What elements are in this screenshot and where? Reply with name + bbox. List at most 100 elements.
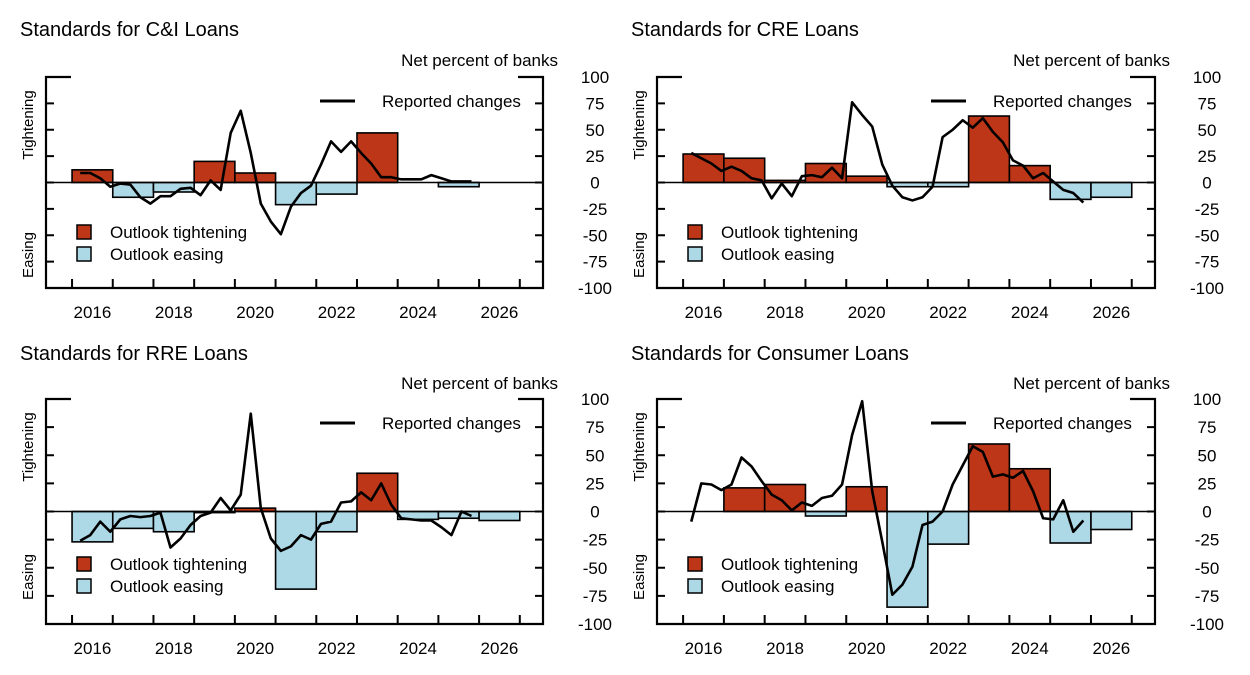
legend-tightening-swatch (76, 224, 92, 240)
y-tick-label: 25 (586, 474, 605, 493)
legend: Reported changes Outlook tightening Outloo… (76, 414, 521, 596)
x-tick-label: 2020 (236, 639, 274, 658)
chart-title: Standards for Consumer Loans (631, 343, 909, 365)
chart-panel-2: Standards for RRE Loans Net percent of ba… (20, 343, 612, 658)
legend-tightening-swatch (76, 556, 92, 572)
y-tick-label: 75 (586, 418, 605, 437)
y-tick-label: 0 (590, 503, 599, 522)
legend-outlook-tightening: Outlook tightening (721, 223, 858, 242)
legend: Reported changes Outlook tightening Outloo… (687, 92, 1132, 264)
x-tick-label: 2016 (73, 303, 111, 322)
x-tick-label: 2018 (766, 303, 804, 322)
x-tick-label: 2024 (399, 303, 437, 322)
x-tick-label: 2020 (236, 303, 274, 322)
y-tick-label: -50 (583, 226, 608, 245)
x-tick-label: 2018 (155, 639, 193, 658)
y-tick-label: 100 (1193, 390, 1221, 409)
bar-outlook-tightening (967, 443, 1011, 513)
legend-outlook-tightening: Outlook tightening (110, 555, 247, 574)
reported-changes-line (690, 399, 1085, 597)
legend-reported-changes: Reported changes (993, 414, 1132, 433)
y-tick-label: 75 (1198, 418, 1217, 437)
x-tick-label: 2024 (1011, 303, 1049, 322)
legend-outlook-easing: Outlook easing (721, 245, 834, 264)
reported-changes-line (690, 101, 1085, 204)
bar-outlook-tightening (356, 132, 399, 184)
legend-tightening-swatch (687, 224, 703, 240)
y-tick-label: -50 (1195, 226, 1220, 245)
legend-reported-changes: Reported changes (382, 92, 521, 111)
bar-outlook-easing (315, 510, 358, 533)
tightening-label: Tightening (631, 90, 648, 160)
legend-outlook-tightening: Outlook tightening (110, 223, 247, 242)
legend: Reported changes Outlook tightening Outloo… (687, 414, 1132, 596)
bar-outlook-easing (315, 181, 358, 195)
y-tick-label: 50 (1198, 446, 1217, 465)
bar-outlook-tightening (763, 483, 807, 513)
legend-outlook-tightening: Outlook tightening (721, 555, 858, 574)
y-axis-label: Net percent of banks (401, 374, 558, 393)
x-tick-label: 2026 (481, 639, 519, 658)
x-tick-label: 2018 (155, 303, 193, 322)
y-tick-label: 50 (1198, 121, 1217, 140)
y-axis-label: Net percent of banks (1013, 51, 1170, 70)
x-tick-label: 2026 (1092, 639, 1130, 658)
y-tick-label: -75 (583, 253, 608, 272)
axes-frame (44, 397, 545, 626)
easing-label: Easing (631, 554, 648, 600)
y-tick-label: 50 (586, 121, 605, 140)
legend-reported-changes: Reported changes (382, 414, 521, 433)
y-tick-label: -100 (578, 279, 612, 298)
axes-frame (44, 75, 545, 290)
chart-panel-3: Standards for Consumer Loans Net percent … (631, 343, 1224, 658)
y-tick-label: -75 (1195, 253, 1220, 272)
bar-outlook-tightening (845, 175, 888, 184)
easing-label: Easing (20, 232, 37, 278)
y-axis-label: Net percent of banks (1013, 374, 1170, 393)
y-tick-label: 0 (1202, 174, 1211, 193)
y-tick-label: 100 (1193, 68, 1221, 87)
y-tick-label: 100 (581, 68, 609, 87)
y-tick-label: -25 (1195, 200, 1220, 219)
y-tick-label: 100 (581, 390, 609, 409)
x-tick-label: 2018 (766, 639, 804, 658)
x-tick-label: 2024 (399, 639, 437, 658)
y-axis-label: Net percent of banks (401, 51, 558, 70)
legend-tightening-swatch (687, 556, 703, 572)
y-tick-label: -75 (1195, 587, 1220, 606)
chart-title: Standards for RRE Loans (20, 343, 248, 365)
x-tick-label: 2020 (848, 303, 886, 322)
bar-outlook-tightening (193, 160, 236, 184)
tightening-label: Tightening (20, 90, 37, 160)
y-tick-label: 25 (1198, 147, 1217, 166)
x-tick-label: 2022 (318, 639, 356, 658)
legend-outlook-easing: Outlook easing (110, 577, 223, 596)
y-tick-label: -100 (1190, 615, 1224, 634)
reported-changes-line (80, 109, 472, 236)
y-tick-label: -75 (583, 587, 608, 606)
y-tick-label: 50 (586, 446, 605, 465)
legend-outlook-easing: Outlook easing (721, 577, 834, 596)
axes-frame (655, 397, 1157, 626)
y-tick-label: -50 (583, 559, 608, 578)
x-tick-label: 2022 (929, 303, 967, 322)
legend-easing-swatch (76, 578, 92, 594)
legend-easing-swatch (687, 246, 703, 262)
bar-outlook-tightening (845, 485, 888, 513)
easing-label: Easing (631, 232, 648, 278)
bar-outlook-easing (478, 510, 521, 522)
x-tick-label: 2024 (1011, 639, 1049, 658)
bar-outlook-easing (927, 510, 970, 545)
y-tick-label: -50 (1195, 559, 1220, 578)
y-tick-label: 0 (590, 174, 599, 193)
reported-changes-line (79, 412, 473, 553)
y-tick-label: -25 (1195, 531, 1220, 550)
y-tick-label: 25 (1198, 474, 1217, 493)
legend: Reported changes Outlook tightening Outloo… (76, 92, 521, 264)
x-tick-label: 2016 (685, 639, 723, 658)
chart-title: Standards for C&I Loans (20, 19, 239, 41)
y-tick-label: 25 (586, 147, 605, 166)
y-tick-label: -25 (583, 531, 608, 550)
y-tick-label: -100 (578, 615, 612, 634)
